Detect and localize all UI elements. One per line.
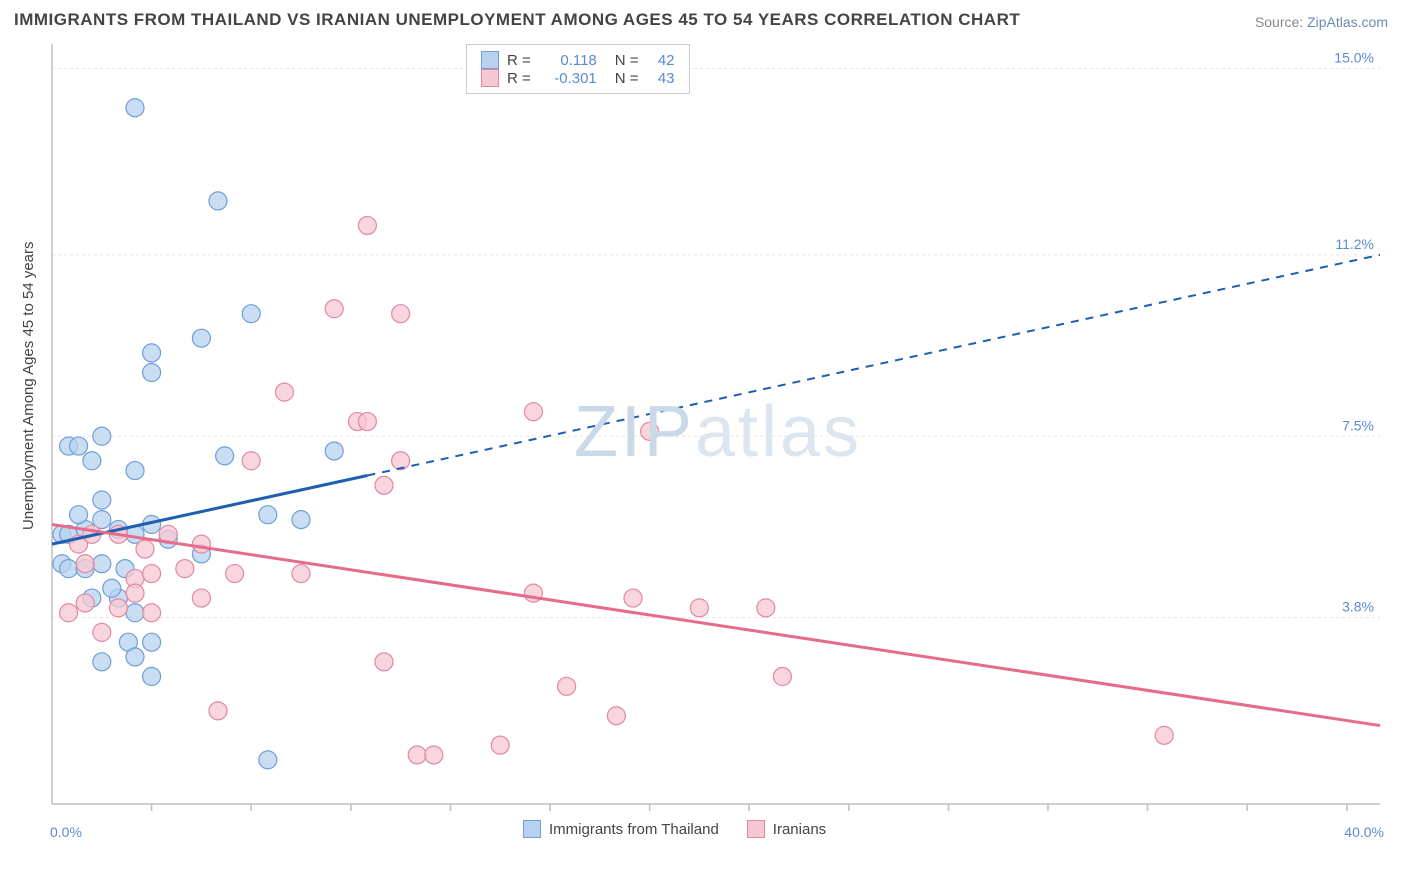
legend-swatch	[747, 820, 765, 838]
x-min-label: 0.0%	[50, 824, 82, 840]
legend-item: Iranians	[747, 820, 826, 838]
svg-text:3.8%: 3.8%	[1342, 599, 1374, 615]
x-max-label: 40.0%	[1344, 824, 1384, 840]
legend-row: R = 0.118 N = 42	[481, 51, 675, 69]
series-name: Immigrants from Thailand	[549, 821, 719, 838]
series-legend: Immigrants from Thailand Iranians	[523, 820, 826, 838]
y-axis-label: Unemployment Among Ages 45 to 54 years	[20, 241, 37, 530]
r-label: R =	[507, 52, 531, 69]
source-link[interactable]: ZipAtlas.com	[1307, 14, 1388, 30]
svg-text:15.0%: 15.0%	[1334, 50, 1374, 66]
legend-swatch	[481, 51, 499, 69]
source-attribution: Source: ZipAtlas.com	[1255, 14, 1388, 30]
legend-item: Immigrants from Thailand	[523, 820, 719, 838]
n-value: 42	[647, 52, 675, 69]
source-label: Source:	[1255, 14, 1303, 30]
correlation-legend: R = 0.118 N = 42 R = -0.301 N = 43	[466, 44, 690, 94]
legend-swatch	[481, 69, 499, 87]
n-label: N =	[615, 52, 639, 69]
chart-area: 3.8%7.5%11.2%15.0% ZIPatlas R =0.118N =4…	[48, 40, 1388, 840]
scatter-plot: 3.8% 7.5% 11.2% 15.0%	[48, 40, 1388, 840]
r-value: 0.118	[539, 52, 597, 69]
r-label: R =	[507, 70, 531, 87]
svg-text:7.5%: 7.5%	[1342, 417, 1374, 433]
r-value: -0.301	[539, 70, 597, 87]
series-name: Iranians	[773, 821, 826, 838]
n-label: N =	[615, 70, 639, 87]
legend-row: R = -0.301 N = 43	[481, 69, 675, 87]
chart-title: IMMIGRANTS FROM THAILAND VS IRANIAN UNEM…	[14, 10, 1020, 30]
svg-text:11.2%: 11.2%	[1335, 236, 1374, 252]
n-value: 43	[647, 70, 675, 87]
legend-swatch	[523, 820, 541, 838]
